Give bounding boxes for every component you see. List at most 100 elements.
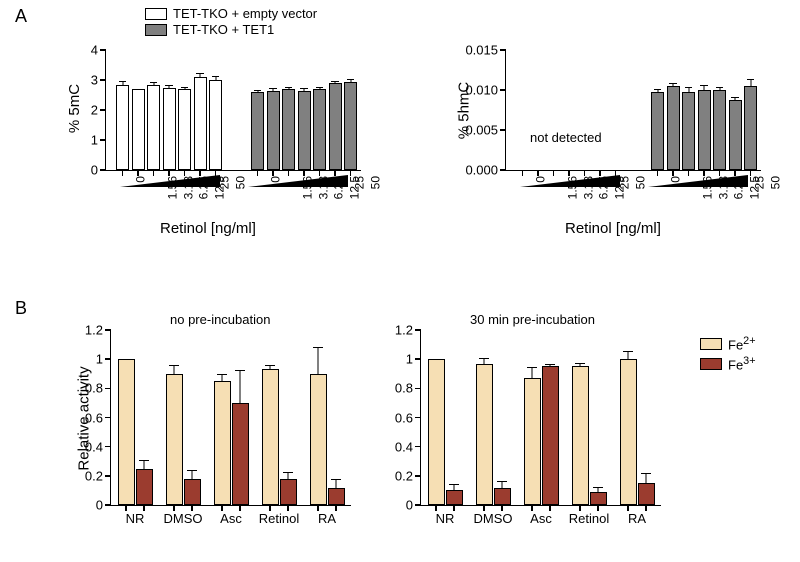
error-cap <box>527 367 537 368</box>
error-bar <box>673 84 674 86</box>
bar <box>328 488 345 506</box>
bar <box>194 77 207 170</box>
y-tick <box>105 446 111 448</box>
y-tick <box>415 504 421 506</box>
y-tick <box>415 329 421 331</box>
x-tick-label: 50 <box>233 176 247 189</box>
error-cap <box>196 73 204 74</box>
bar <box>524 378 541 505</box>
error-bar <box>335 82 336 84</box>
bar <box>298 91 311 171</box>
bar <box>282 89 295 170</box>
subtitle-b2: 30 min pre-incubation <box>470 312 595 327</box>
error-cap <box>641 473 651 474</box>
error-cap <box>187 470 197 471</box>
error-cap <box>747 79 755 80</box>
error-bar <box>144 461 145 468</box>
error-bar <box>532 368 533 378</box>
x-tick-label: 50 <box>768 176 782 189</box>
legend-swatch-white <box>145 8 167 20</box>
error-bar <box>735 98 736 100</box>
error-cap <box>235 370 245 371</box>
error-cap <box>265 365 275 366</box>
x-tick-label: NR <box>126 511 145 526</box>
error-cap <box>347 79 355 80</box>
x-tick-label: Retinol <box>569 511 609 526</box>
legend-label-fe3: Fe3+ <box>728 355 756 372</box>
error-bar <box>580 364 581 367</box>
error-bar <box>153 83 154 85</box>
y-tick <box>105 388 111 390</box>
error-cap <box>139 460 149 461</box>
x-tick-label: Retinol <box>259 511 299 526</box>
bar <box>310 374 327 505</box>
ylabel-b1: Relative activity <box>76 366 93 470</box>
y-tick-label: 3 <box>91 73 98 88</box>
error-bar <box>750 80 751 86</box>
y-tick-label: 0.000 <box>465 163 498 178</box>
error-bar <box>719 88 720 90</box>
error-bar <box>240 371 241 403</box>
wedge-a2-left <box>520 175 620 187</box>
y-tick-label: 0.2 <box>395 468 413 483</box>
error-cap <box>545 364 555 365</box>
error-bar <box>184 88 185 90</box>
error-cap <box>449 484 459 485</box>
x-tick-label: 50 <box>633 176 647 189</box>
xlabel-a2: Retinol [ng/ml] <box>565 220 661 237</box>
error-bar <box>336 480 337 487</box>
error-cap <box>497 481 507 482</box>
bar <box>118 359 135 505</box>
error-bar <box>270 366 271 369</box>
error-cap <box>575 363 585 364</box>
y-tick-label: 0 <box>96 498 103 513</box>
y-tick <box>105 504 111 506</box>
y-tick <box>105 358 111 360</box>
bar <box>313 89 326 170</box>
bar <box>744 86 757 170</box>
error-cap <box>150 82 158 83</box>
subtitle-b1: no pre-incubation <box>170 312 270 327</box>
y-tick-label: 1.2 <box>85 323 103 338</box>
bar <box>476 364 493 505</box>
x-tick-label: 50 <box>368 176 382 189</box>
error-cap <box>331 81 339 82</box>
y-tick-label: 0.8 <box>395 381 413 396</box>
error-cap <box>269 88 277 89</box>
error-cap <box>181 87 189 88</box>
bar <box>542 366 559 505</box>
error-bar <box>484 359 485 363</box>
error-cap <box>169 365 179 366</box>
chart-a2: 0.0000.0050.0100.015001.561.563.133.136.… <box>460 20 760 240</box>
bar <box>572 366 589 505</box>
ylabel-a1: % 5mC <box>66 84 83 133</box>
error-cap <box>654 89 662 90</box>
bar <box>667 86 680 170</box>
ylabel-a2: % 5hmC <box>455 82 472 140</box>
error-cap <box>165 85 173 86</box>
y-tick <box>415 475 421 477</box>
error-bar <box>288 473 289 479</box>
error-cap <box>716 87 724 88</box>
error-bar <box>319 88 320 90</box>
legend-a-empty-vector: TET-TKO + empty vector <box>145 6 317 21</box>
y-tick <box>415 446 421 448</box>
wedge-a1-right <box>248 175 348 187</box>
wedge-a2-right <box>648 175 748 187</box>
y-tick-label: 1 <box>406 352 413 367</box>
bar <box>620 359 637 505</box>
error-cap <box>285 87 293 88</box>
y-tick-label: 0 <box>91 163 98 178</box>
error-cap <box>217 374 227 375</box>
y-tick-label: 0.015 <box>465 43 498 58</box>
error-bar <box>273 89 274 91</box>
bar <box>494 488 511 506</box>
bar <box>638 483 655 505</box>
chart-a1: 01234001.561.563.133.136.256.2512.512.52… <box>70 20 370 240</box>
y-tick <box>100 169 106 171</box>
y-tick <box>100 109 106 111</box>
y-tick-label: 1.2 <box>395 323 413 338</box>
legend-label-fe2: Fe2+ <box>728 335 756 352</box>
legend-b-fe3: Fe3+ <box>700 355 756 372</box>
error-cap <box>300 88 308 89</box>
